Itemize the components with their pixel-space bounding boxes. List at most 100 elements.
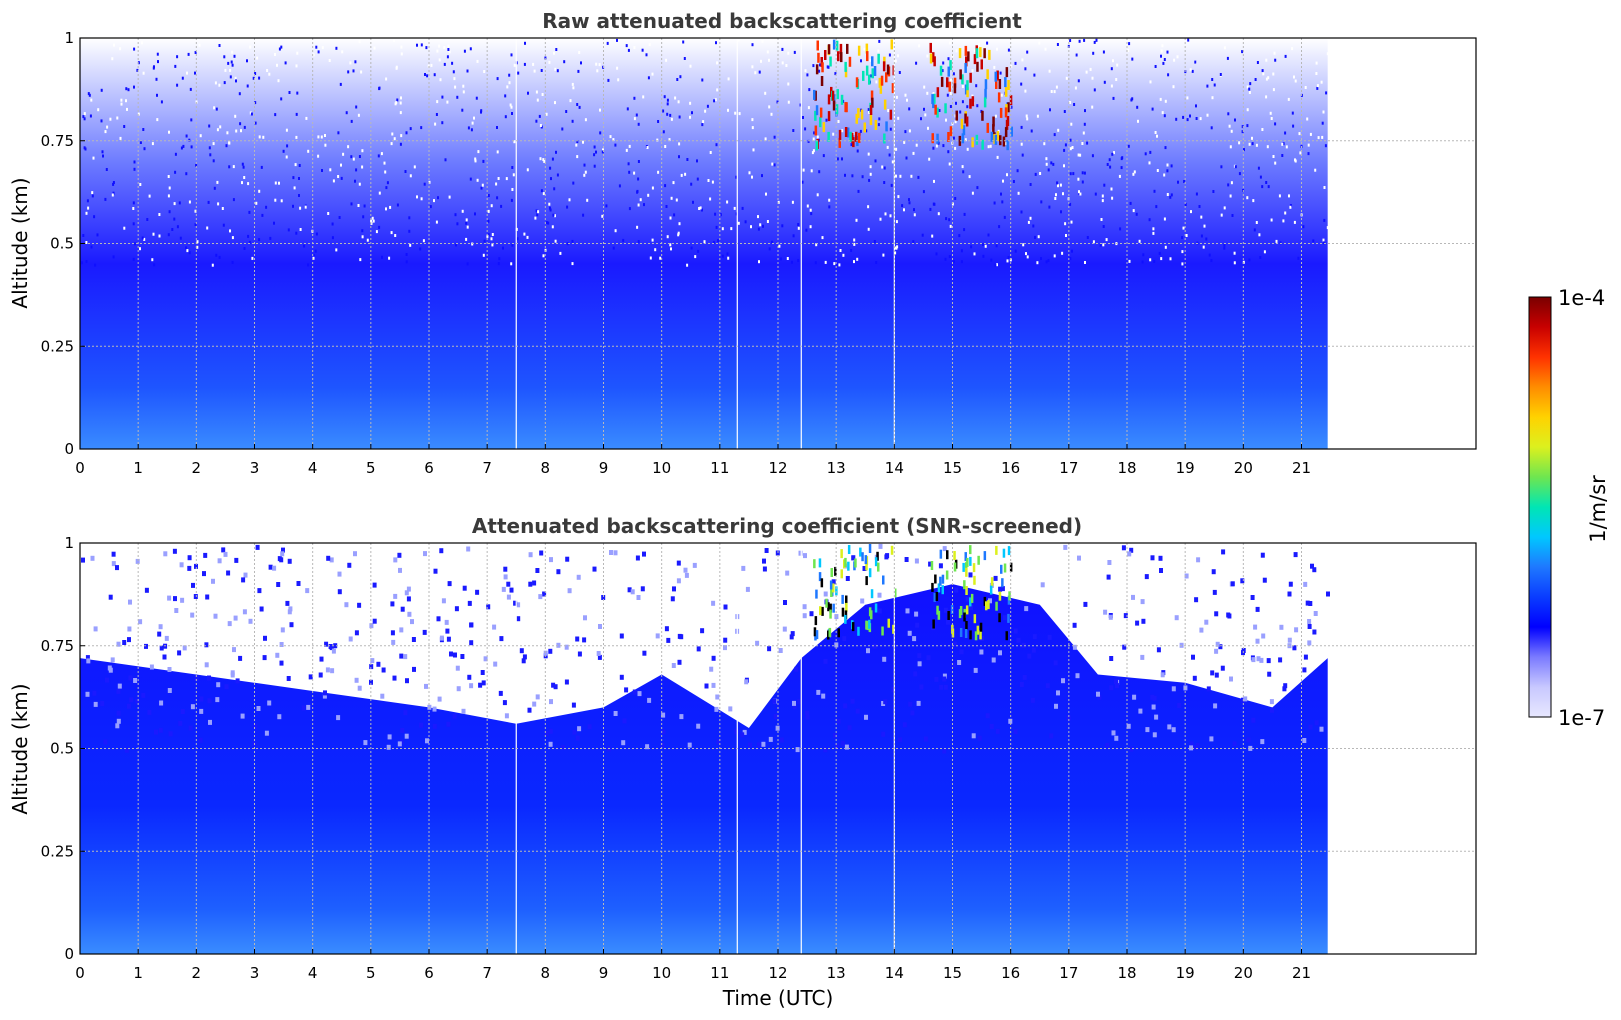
heatmap-cell: [1260, 552, 1265, 558]
heatmap-cell: [1213, 703, 1218, 709]
heatmap-cell: [1017, 191, 1020, 195]
heatmap-cell: [385, 186, 388, 190]
cloud-cell: [936, 133, 939, 144]
heatmap-cell: [389, 205, 392, 209]
heatmap-cell: [1226, 56, 1229, 60]
cloud-cell: [865, 576, 868, 586]
heatmap-cell: [1100, 218, 1103, 221]
heatmap-cell: [331, 222, 334, 226]
heatmap-cell: [1000, 93, 1003, 97]
heatmap-cell: [469, 47, 472, 51]
heatmap-cell: [317, 50, 320, 54]
heatmap-cell: [804, 69, 807, 73]
cloud-cell: [988, 49, 991, 60]
heatmap-cell: [1022, 243, 1025, 247]
heatmap-cell: [1020, 125, 1023, 129]
heatmap-cell: [1195, 104, 1197, 108]
heatmap-cell: [768, 105, 771, 109]
heatmap-cell: [1248, 91, 1251, 94]
heatmap-cell: [1177, 180, 1179, 184]
heatmap-cell: [132, 201, 135, 205]
heatmap-cell: [564, 679, 569, 685]
heatmap-cell: [1267, 76, 1270, 80]
heatmap-cell: [1303, 581, 1308, 587]
heatmap-cell: [189, 87, 192, 91]
heatmap-cell: [81, 557, 85, 563]
cloud-cell: [929, 42, 932, 53]
heatmap-cell: [914, 611, 919, 617]
heatmap-cell: [915, 622, 920, 628]
heatmap-cell: [1230, 581, 1235, 587]
x-tick-label: 21: [1292, 459, 1311, 477]
heatmap-cell: [932, 92, 935, 95]
cloud-cell: [958, 48, 962, 59]
heatmap-cell: [248, 240, 251, 244]
heatmap-cell: [234, 557, 239, 563]
heatmap-cell: [945, 118, 947, 122]
heatmap-cell: [347, 70, 350, 74]
heatmap-cell: [781, 47, 784, 51]
cloud-cell: [814, 616, 818, 626]
heatmap-cell: [1110, 187, 1113, 191]
heatmap-cell: [524, 41, 526, 45]
heatmap-cell: [487, 233, 490, 237]
heatmap-cell: [243, 572, 248, 578]
heatmap-cell: [664, 626, 669, 632]
heatmap-cell: [188, 200, 191, 204]
heatmap-cell: [637, 160, 640, 163]
heatmap-cell: [1105, 743, 1110, 748]
heatmap-cell: [190, 118, 193, 122]
heatmap-cell: [83, 112, 86, 116]
heatmap-cell: [280, 551, 285, 557]
heatmap-cell: [135, 698, 140, 704]
heatmap-cell: [914, 558, 919, 564]
heatmap-cell: [420, 197, 423, 201]
heatmap-cell: [474, 159, 477, 163]
cloud-cell: [815, 630, 819, 640]
heatmap-cell: [208, 146, 211, 150]
heatmap-cell: [256, 56, 259, 60]
heatmap-cell: [842, 253, 845, 257]
heatmap-cell: [1181, 250, 1184, 254]
heatmap-cell: [483, 656, 488, 662]
heatmap-cell: [668, 138, 671, 142]
heatmap-cell: [463, 49, 466, 53]
heatmap-cell: [963, 228, 966, 232]
heatmap-cell: [173, 217, 176, 221]
heatmap-cell: [548, 728, 553, 734]
cloud-cell: [933, 56, 936, 67]
heatmap-cell: [233, 54, 236, 58]
heatmap-cell: [1101, 194, 1104, 198]
x-tick-label: 3: [250, 459, 260, 477]
heatmap-cell: [1321, 135, 1324, 139]
heatmap-cell: [409, 127, 412, 131]
heatmap-cell: [422, 629, 427, 635]
cloud-cell: [965, 116, 969, 127]
heatmap-cell: [542, 158, 545, 162]
heatmap-cell: [961, 165, 964, 169]
heatmap-cell: [425, 46, 428, 50]
heatmap-cell: [660, 742, 665, 748]
heatmap-cell: [227, 621, 232, 627]
heatmap-cell: [627, 48, 630, 52]
heatmap-cell: [274, 113, 277, 117]
heatmap-cell: [329, 168, 332, 172]
heatmap-cell: [716, 61, 719, 65]
heatmap-cell: [333, 643, 338, 649]
heatmap-cell: [770, 112, 773, 116]
heatmap-cell: [410, 619, 414, 625]
heatmap-cell: [985, 713, 990, 719]
heatmap-cell: [913, 671, 918, 677]
heatmap-cell: [1310, 563, 1314, 569]
heatmap-cell: [229, 68, 232, 72]
heatmap-cell: [1163, 217, 1166, 221]
heatmap-cell: [816, 689, 821, 695]
heatmap-cell: [357, 113, 360, 117]
heatmap-cell: [1057, 184, 1059, 188]
heatmap-cell: [838, 263, 841, 267]
cloud-cell: [973, 614, 977, 624]
heatmap-cell: [993, 575, 998, 581]
heatmap-cell: [395, 66, 398, 70]
heatmap-cell: [523, 232, 526, 236]
heatmap-cell: [424, 73, 426, 76]
